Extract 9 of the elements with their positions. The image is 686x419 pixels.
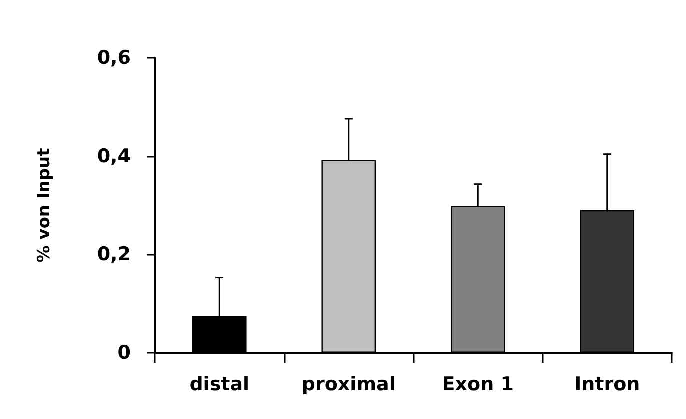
x-tick-label: distal <box>190 374 250 396</box>
y-tick-label: 0 <box>118 342 131 364</box>
y-tick-label: 0,6 <box>97 47 131 69</box>
x-tick-label: proximal <box>302 374 396 396</box>
y-tick-label: 0,2 <box>97 244 131 266</box>
x-tick-label: Exon 1 <box>442 374 514 396</box>
x-tick-label: Intron <box>574 374 640 396</box>
y-tick-label: 0,4 <box>97 145 131 168</box>
y-axis-title: % von Input <box>34 148 54 263</box>
